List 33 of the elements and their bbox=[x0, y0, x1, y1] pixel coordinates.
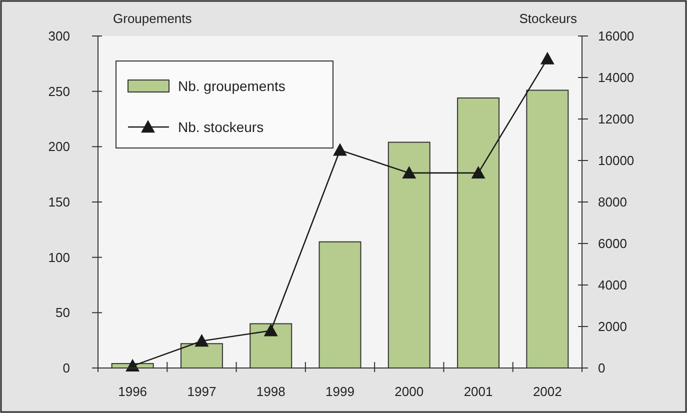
legend-label: Nb. groupements bbox=[178, 78, 286, 94]
y-axis-title: Groupements bbox=[113, 11, 192, 26]
y2-tick-label: 14000 bbox=[598, 70, 634, 86]
y2-tick-label: 0 bbox=[598, 360, 606, 376]
y2-tick-label: 6000 bbox=[598, 236, 627, 252]
y-tick-label: 250 bbox=[48, 84, 70, 99]
y-tick-label: 300 bbox=[48, 28, 70, 44]
point bbox=[264, 324, 278, 336]
y2-axis-title: Stockeurs bbox=[519, 11, 578, 26]
y2-tick-label: 10000 bbox=[598, 153, 634, 168]
y-tick-label: 150 bbox=[48, 194, 70, 210]
legend-label: Nb. stockeurs bbox=[178, 118, 264, 135]
point bbox=[471, 166, 486, 179]
y2-tick-label: 16000 bbox=[598, 28, 634, 44]
x-tick-label: 2002 bbox=[532, 384, 562, 399]
y-tick-label: 0 bbox=[62, 360, 70, 376]
point bbox=[402, 166, 416, 179]
y2-tick-label: 8000 bbox=[598, 194, 627, 210]
y-tick-label: 100 bbox=[48, 250, 70, 265]
x-tick-label: 1997 bbox=[187, 384, 216, 399]
y2-tick-label: 12000 bbox=[598, 112, 634, 127]
y2-tick-label: 4000 bbox=[598, 278, 627, 293]
y2-tick-label: 2000 bbox=[598, 319, 627, 334]
point bbox=[194, 334, 209, 347]
x-tick-label: 1996 bbox=[118, 384, 148, 399]
point bbox=[333, 143, 347, 156]
y-tick-label: 200 bbox=[48, 139, 70, 154]
x-tick-label: 1998 bbox=[256, 384, 286, 399]
x-tick-label: 2000 bbox=[394, 384, 424, 399]
x-tick-label: 2001 bbox=[464, 384, 493, 399]
x-tick-label: 1999 bbox=[326, 384, 354, 399]
point bbox=[540, 52, 554, 64]
y-tick-label: 50 bbox=[56, 305, 70, 320]
